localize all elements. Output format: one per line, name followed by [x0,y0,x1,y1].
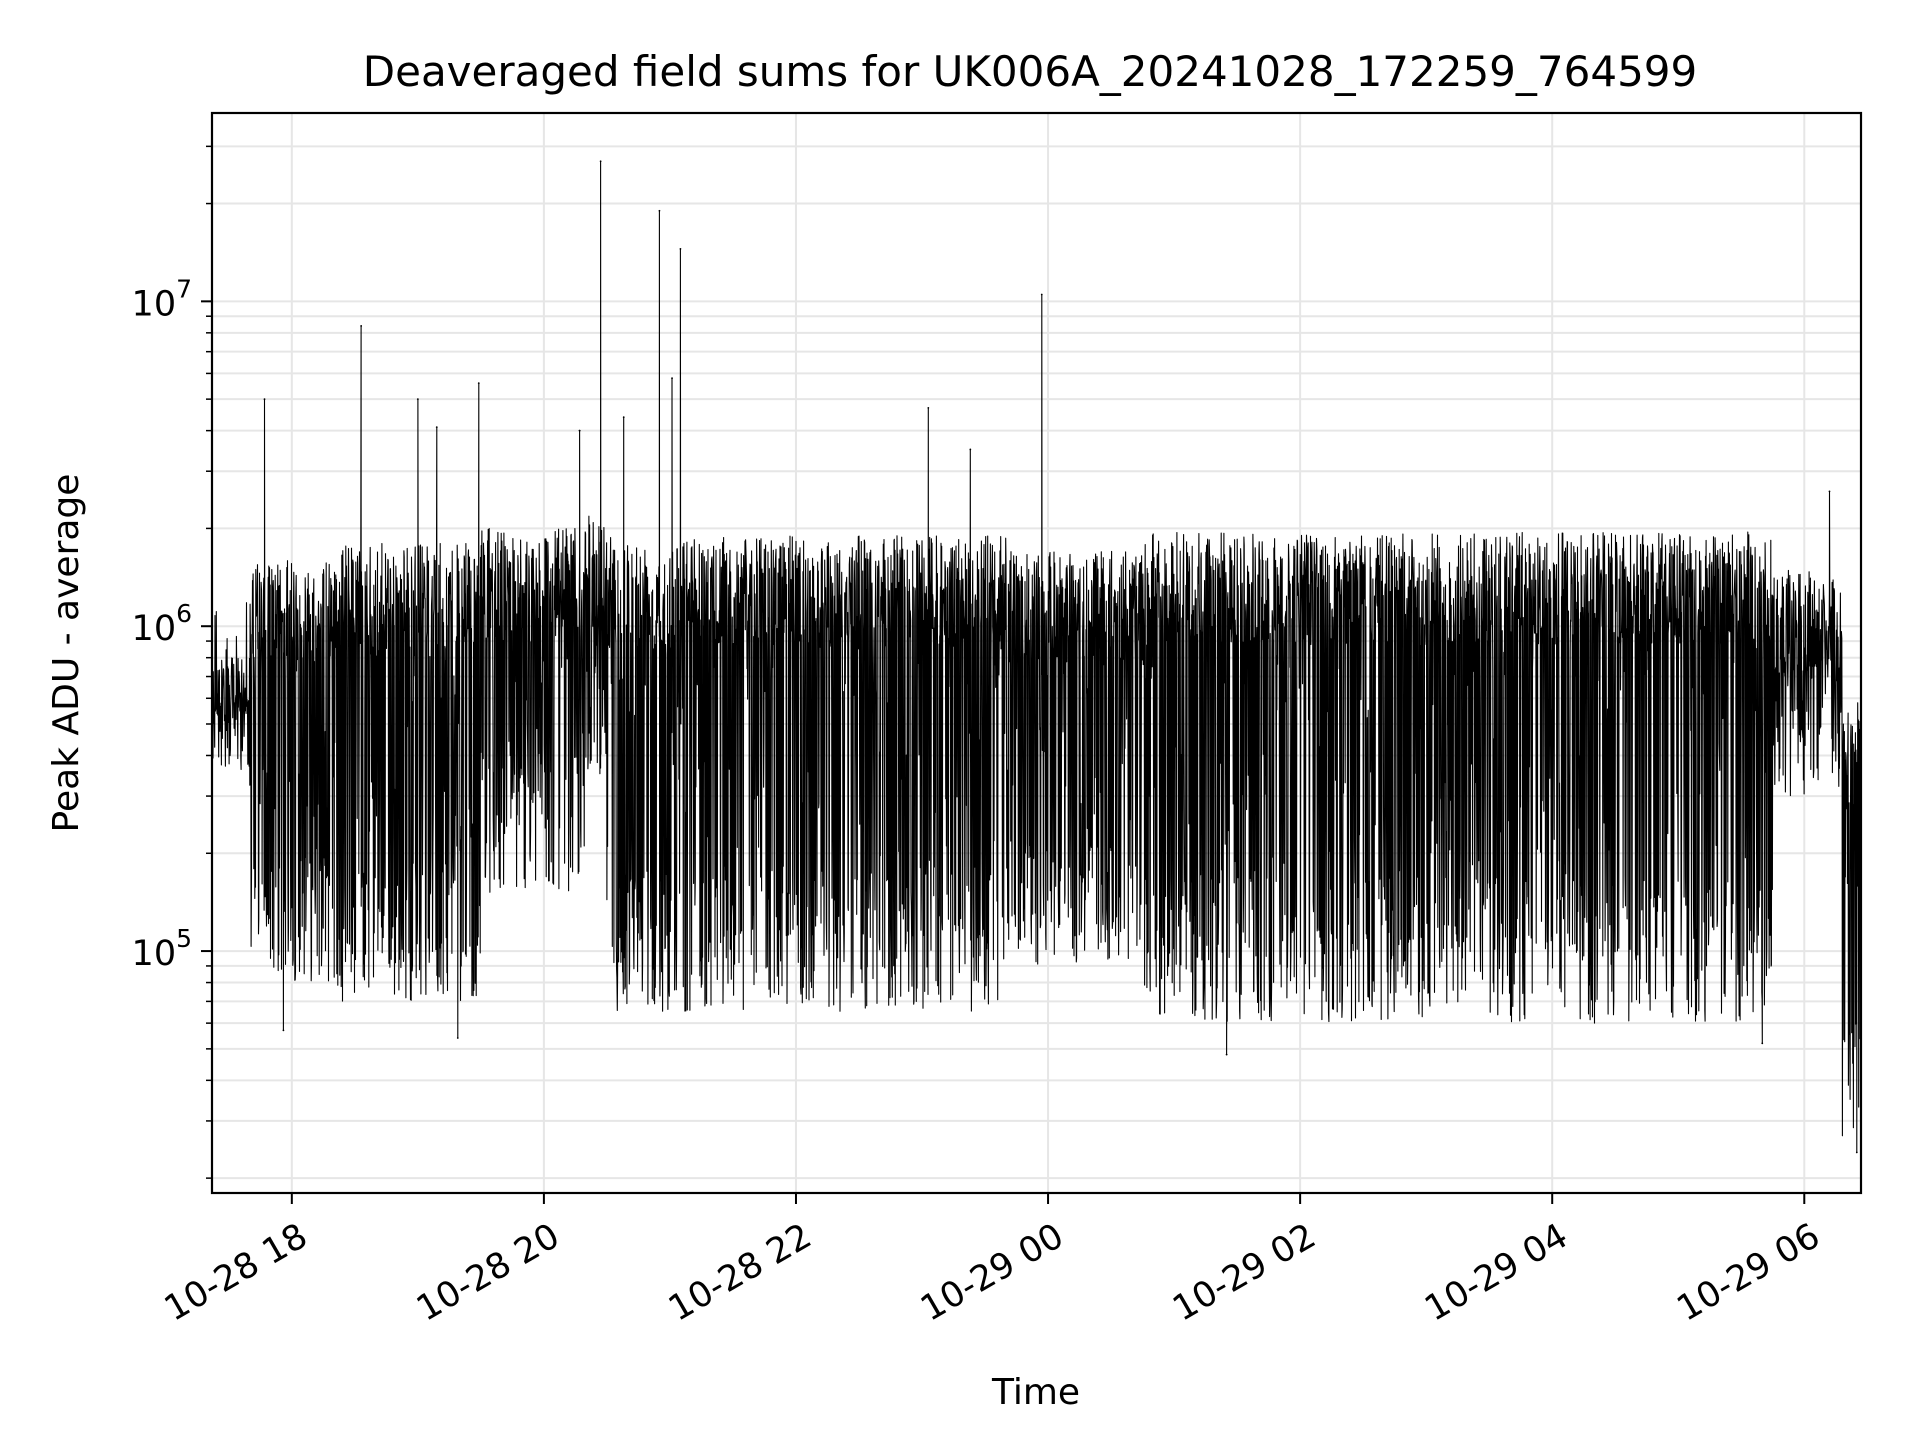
spike-point [969,448,972,451]
series-layer [211,160,1862,1154]
dip-point [1761,1042,1764,1045]
chart-title: Deaveraged field sums for UK006A_2024102… [363,47,1697,96]
y-tick-label: 106 [132,599,192,649]
dip-point [1855,1151,1858,1154]
y-tick-base: 10 [132,609,177,649]
spike-point [1040,293,1043,296]
y-tick-base: 10 [132,934,177,974]
dip-point [456,1037,459,1039]
y-axis-label: Peak ADU - average [46,474,87,833]
y-tick-label: 107 [132,274,192,324]
y-tick-label: 105 [132,924,192,974]
y-tick-exponent: 6 [176,599,192,628]
spike-point [658,209,661,212]
spike-point [416,398,419,401]
series-line [211,160,1862,1153]
spike-point [435,426,438,429]
y-tick-exponent: 7 [176,274,192,303]
plot-frame [210,111,1863,1195]
dip-point [1225,1053,1228,1056]
y-tick-base: 10 [132,284,177,324]
y-tick-exponent: 5 [176,924,192,953]
dip-point [282,1029,285,1032]
spike-point [360,325,363,327]
spike-point [477,382,480,385]
spike-point [679,248,682,250]
spike-point [1828,490,1831,493]
spike-point [671,377,673,380]
spike-point [927,406,930,409]
spike-point [263,398,266,401]
spike-point [622,416,625,419]
x-axis-label: Time [991,1372,1080,1413]
spike-point [578,429,581,432]
spike-point [599,160,602,163]
